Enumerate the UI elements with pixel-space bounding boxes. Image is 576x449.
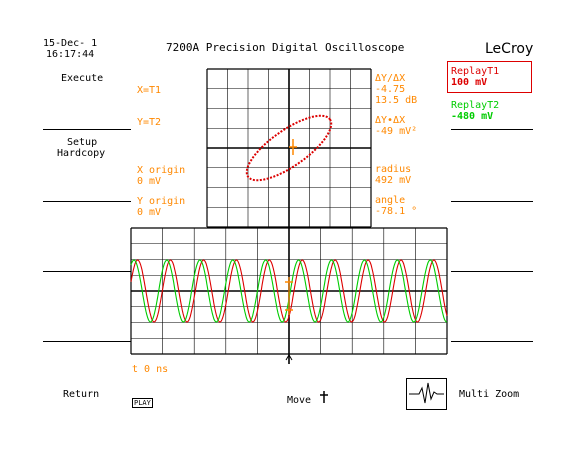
xy-grid [206,68,372,228]
dy-dx-db: 13.5 dB [375,95,418,106]
x-origin-label: X origin [137,165,186,176]
menu-divider [451,201,533,202]
replay-t1-box[interactable] [447,61,532,93]
menu-divider [451,129,533,130]
replay-t1-value: 100 mV [451,77,488,88]
menu-divider [43,341,131,342]
angle-label: angle [375,195,406,206]
time-readout: t 0 ns [132,364,169,375]
menu-divider [43,271,131,272]
multi-zoom-icon[interactable] [406,378,447,410]
angle-value: -78.1 ° [375,206,418,217]
trigger-marker-icon [285,354,293,361]
yt-sine-series [130,259,448,323]
date-readout: 15-Dec- 1 [43,38,98,49]
execute-button[interactable]: Execute [61,73,104,84]
dy-times-dx-value: -49 mV² [375,126,418,137]
cursor-cross-icon [320,391,328,403]
x-origin-value: 0 mV [137,176,162,187]
scope-title: 7200A Precision Digital Oscilloscope [166,41,405,54]
menu-divider [451,341,533,342]
move-button[interactable]: Move [287,395,312,406]
menu-divider [43,201,131,202]
radius-value: 492 mV [375,175,412,186]
return-button[interactable]: Return [63,389,100,400]
x-trace-label: X=T1 [137,85,162,96]
setup-button-label-2[interactable]: Hardcopy [57,148,106,159]
y-trace-label: Y=T2 [137,117,162,128]
replay-t2-value[interactable]: -480 mV [451,111,494,122]
xy-ellipse-series [245,114,333,182]
menu-divider [451,271,533,272]
setup-button-label-1[interactable]: Setup [67,137,98,148]
dy-times-dx-label: ΔY•ΔX [375,115,406,126]
waveform-icon [409,382,444,404]
multi-zoom-button[interactable]: Multi Zoom [459,389,520,400]
replay-t2-label[interactable]: ReplayT2 [451,100,500,111]
replay-t1-label: ReplayT1 [451,66,500,77]
time-readout: 16:17:44 [46,49,95,60]
menu-divider [43,129,131,130]
y-origin-label: Y origin [137,196,186,207]
xy-trace [245,114,333,182]
play-indicator[interactable]: PLAY [132,398,153,408]
dy-dx-value: -4.75 [375,84,406,95]
y-origin-value: 0 mV [137,207,162,218]
cursors [285,277,293,315]
radius-label: radius [375,164,412,175]
brand-logo: LeCroy [485,41,534,57]
dy-dx-label: ΔY/ΔX [375,73,406,84]
